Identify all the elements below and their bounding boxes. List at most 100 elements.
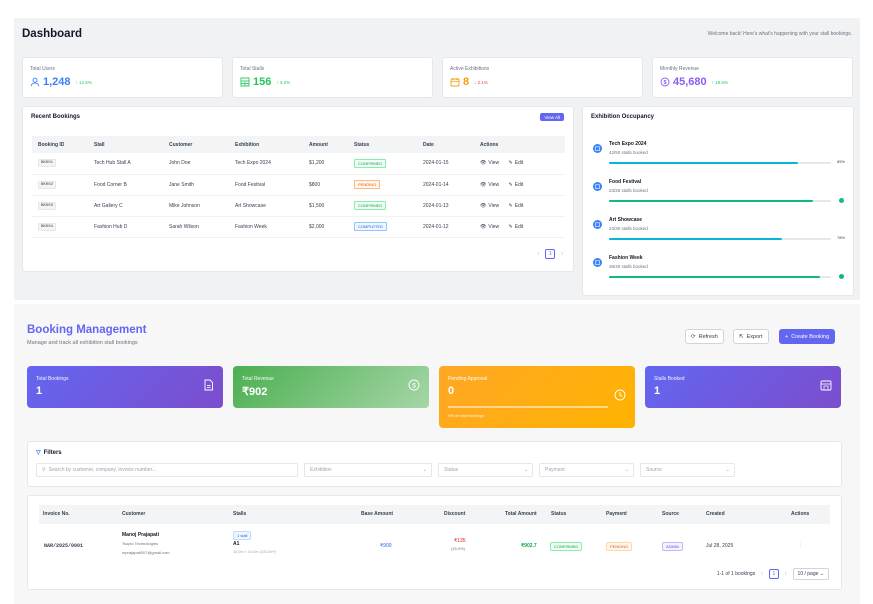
exhibition-name: Fashion Week xyxy=(229,216,303,238)
table-header-row: Booking ID Stall Customer Exhibition Amo… xyxy=(32,136,565,153)
filters-card: ▽ Filters ⚲ Search by customer, company,… xyxy=(27,441,842,487)
stall-count-badge: 1 stall xyxy=(233,531,252,540)
date: 2024-01-15 xyxy=(417,153,474,175)
search-icon: ⚲ xyxy=(42,467,46,473)
next-page-button[interactable]: › xyxy=(784,571,787,577)
status-badge: CONFIRMED xyxy=(550,542,583,551)
eye-icon: 👁 xyxy=(480,223,487,230)
eye-icon: 👁 xyxy=(480,202,487,209)
table-row: BK003 Art Gallery C Mike Johnson Art Sho… xyxy=(32,195,565,217)
customer-name: Mike Johnson xyxy=(163,195,229,217)
source-select[interactable]: Source ⌄ xyxy=(640,463,735,477)
recent-bookings-table: Booking ID Stall Customer Exhibition Amo… xyxy=(32,136,565,238)
stall-name: Art Gallery C xyxy=(88,195,163,217)
edit-action[interactable]: ✎ Edit xyxy=(508,223,524,230)
eye-icon: 👁 xyxy=(480,160,487,167)
created-date: Jul 28, 2025 xyxy=(706,543,734,549)
pagination-range: 1-1 of 1 bookings xyxy=(716,571,756,577)
view-action[interactable]: 👁 View xyxy=(480,202,500,209)
chevron-down-icon: ⌄ xyxy=(819,571,824,577)
exhibition-select[interactable]: Exhibition ⌄ xyxy=(304,463,432,477)
stalls-booked-text: 42/50 stalls booked xyxy=(609,150,648,155)
edit-action[interactable]: ✎ Edit xyxy=(508,160,524,167)
table-row: BK004 Fashion Hub D Sarah Wilson Fashion… xyxy=(32,216,565,238)
date: 2024-01-13 xyxy=(417,195,474,217)
exhibition-name: Art Showcase xyxy=(229,195,303,217)
pencil-icon: ✎ xyxy=(508,181,513,188)
calendar-icon xyxy=(593,258,602,267)
next-page-button[interactable]: › xyxy=(561,251,563,257)
amount: $1,200 xyxy=(303,153,348,175)
stall-name: Food Corner B xyxy=(88,174,163,196)
view-all-button[interactable]: View All xyxy=(540,113,564,121)
customer-name: Jane Smith xyxy=(163,174,229,196)
prev-page-button[interactable]: ‹ xyxy=(537,251,540,257)
stat-card-total-users: Total Users 1,248 ↑ 12.5% xyxy=(22,57,223,98)
col-base-amount: Base Amount xyxy=(361,511,394,517)
complete-dot-icon xyxy=(839,274,844,279)
date: 2024-01-14 xyxy=(417,174,474,196)
stat-value: 45,680 xyxy=(673,76,707,88)
table-row: BK001 Tech Hub Stall A John Doe Tech Exp… xyxy=(32,153,565,175)
occupancy-progress xyxy=(609,276,831,278)
exhibition-name: Art Showcase xyxy=(609,217,643,223)
status-select[interactable]: Status ⌄ xyxy=(438,463,533,477)
exhibition-name: Tech Expo 2024 xyxy=(229,153,303,175)
page-size-select[interactable]: 10 / page ⌄ xyxy=(792,568,829,580)
filters-heading: ▽ Filters xyxy=(36,449,62,457)
col-customer: Customer xyxy=(163,136,229,153)
more-actions-icon[interactable]: ⋮ xyxy=(798,542,803,548)
eye-icon: 👁 xyxy=(480,181,487,188)
edit-action[interactable]: ✎ Edit xyxy=(508,202,524,209)
create-booking-button[interactable]: + Create Booking xyxy=(779,329,836,344)
chevron-down-icon: ⌄ xyxy=(523,467,528,473)
clock-icon xyxy=(614,389,626,401)
payment-select[interactable]: Payment ⌄ xyxy=(539,463,634,477)
calendar-icon xyxy=(593,220,602,229)
page-number-button[interactable]: 1 xyxy=(768,569,779,579)
view-action[interactable]: 👁 View xyxy=(480,160,500,167)
col-source: Source xyxy=(662,511,679,517)
stat-label: Monthly Revenue xyxy=(660,66,699,72)
grid-icon xyxy=(240,77,250,87)
total-amount: ₹902.7 xyxy=(521,543,537,549)
edit-action[interactable]: ✎ Edit xyxy=(508,181,524,188)
store-icon xyxy=(820,379,832,391)
page-number-button[interactable]: 1 xyxy=(545,249,556,259)
complete-dot-icon xyxy=(839,198,844,203)
discount-amount: ₹135 xyxy=(454,538,466,544)
customer-name: Sarah Wilson xyxy=(163,216,229,238)
stat-delta: ↑ 12.5% xyxy=(75,79,92,85)
view-action[interactable]: 👁 View xyxy=(480,181,500,188)
svg-text:$: $ xyxy=(663,80,666,86)
kpi-value: ₹902 xyxy=(242,386,268,398)
bookings-pagination: 1-1 of 1 bookings ‹ 1 › 10 / page ⌄ xyxy=(717,568,829,580)
source-badge: ADMIN xyxy=(662,542,683,551)
stat-card-monthly-revenue: Monthly Revenue $ 45,680 ↑ 18.5% xyxy=(652,57,853,98)
stalls-booked-text: 23/25 stalls booked xyxy=(609,188,648,193)
prev-page-button[interactable]: ‹ xyxy=(761,571,763,577)
export-button[interactable]: ⇱ Export xyxy=(733,329,769,344)
stall-name: Fashion Hub D xyxy=(88,216,163,238)
stat-card-active-exhibitions: Active Exhibitions 8 ↓ 2.1% xyxy=(442,57,643,98)
discount-percent: (15.0%) xyxy=(451,546,466,551)
date: 2024-01-12 xyxy=(417,216,474,238)
occupancy-title: Exhibition Occupancy xyxy=(591,114,655,120)
exhibition-name: Food Festival xyxy=(229,174,303,196)
booking-management-section: Booking Management Manage and track all … xyxy=(14,304,860,604)
status-badge: CONFIRMED xyxy=(354,158,387,168)
chevron-down-icon: ⌄ xyxy=(725,467,730,473)
stat-label: Total Stalls xyxy=(240,66,265,72)
invoice-number: NAR/2025/0001 xyxy=(44,543,84,549)
refresh-button[interactable]: ⟳ Refresh xyxy=(685,329,724,344)
chevron-down-icon: ⌄ xyxy=(422,467,427,473)
view-action[interactable]: 👁 View xyxy=(480,223,500,230)
stat-value: 8 xyxy=(463,76,470,88)
recent-pagination: ‹ 1 › xyxy=(538,249,563,259)
booking-management-subtitle: Manage and track all exhibition stall bo… xyxy=(27,340,138,346)
export-icon: ⇱ xyxy=(739,333,744,340)
stat-card-total-stalls: Total Stalls 156 ↑ 3.2% xyxy=(232,57,433,98)
exhibition-name: Food Festival xyxy=(609,179,642,185)
search-input[interactable]: ⚲ Search by customer, company, invoice n… xyxy=(36,463,298,477)
amount: $800 xyxy=(303,174,348,196)
